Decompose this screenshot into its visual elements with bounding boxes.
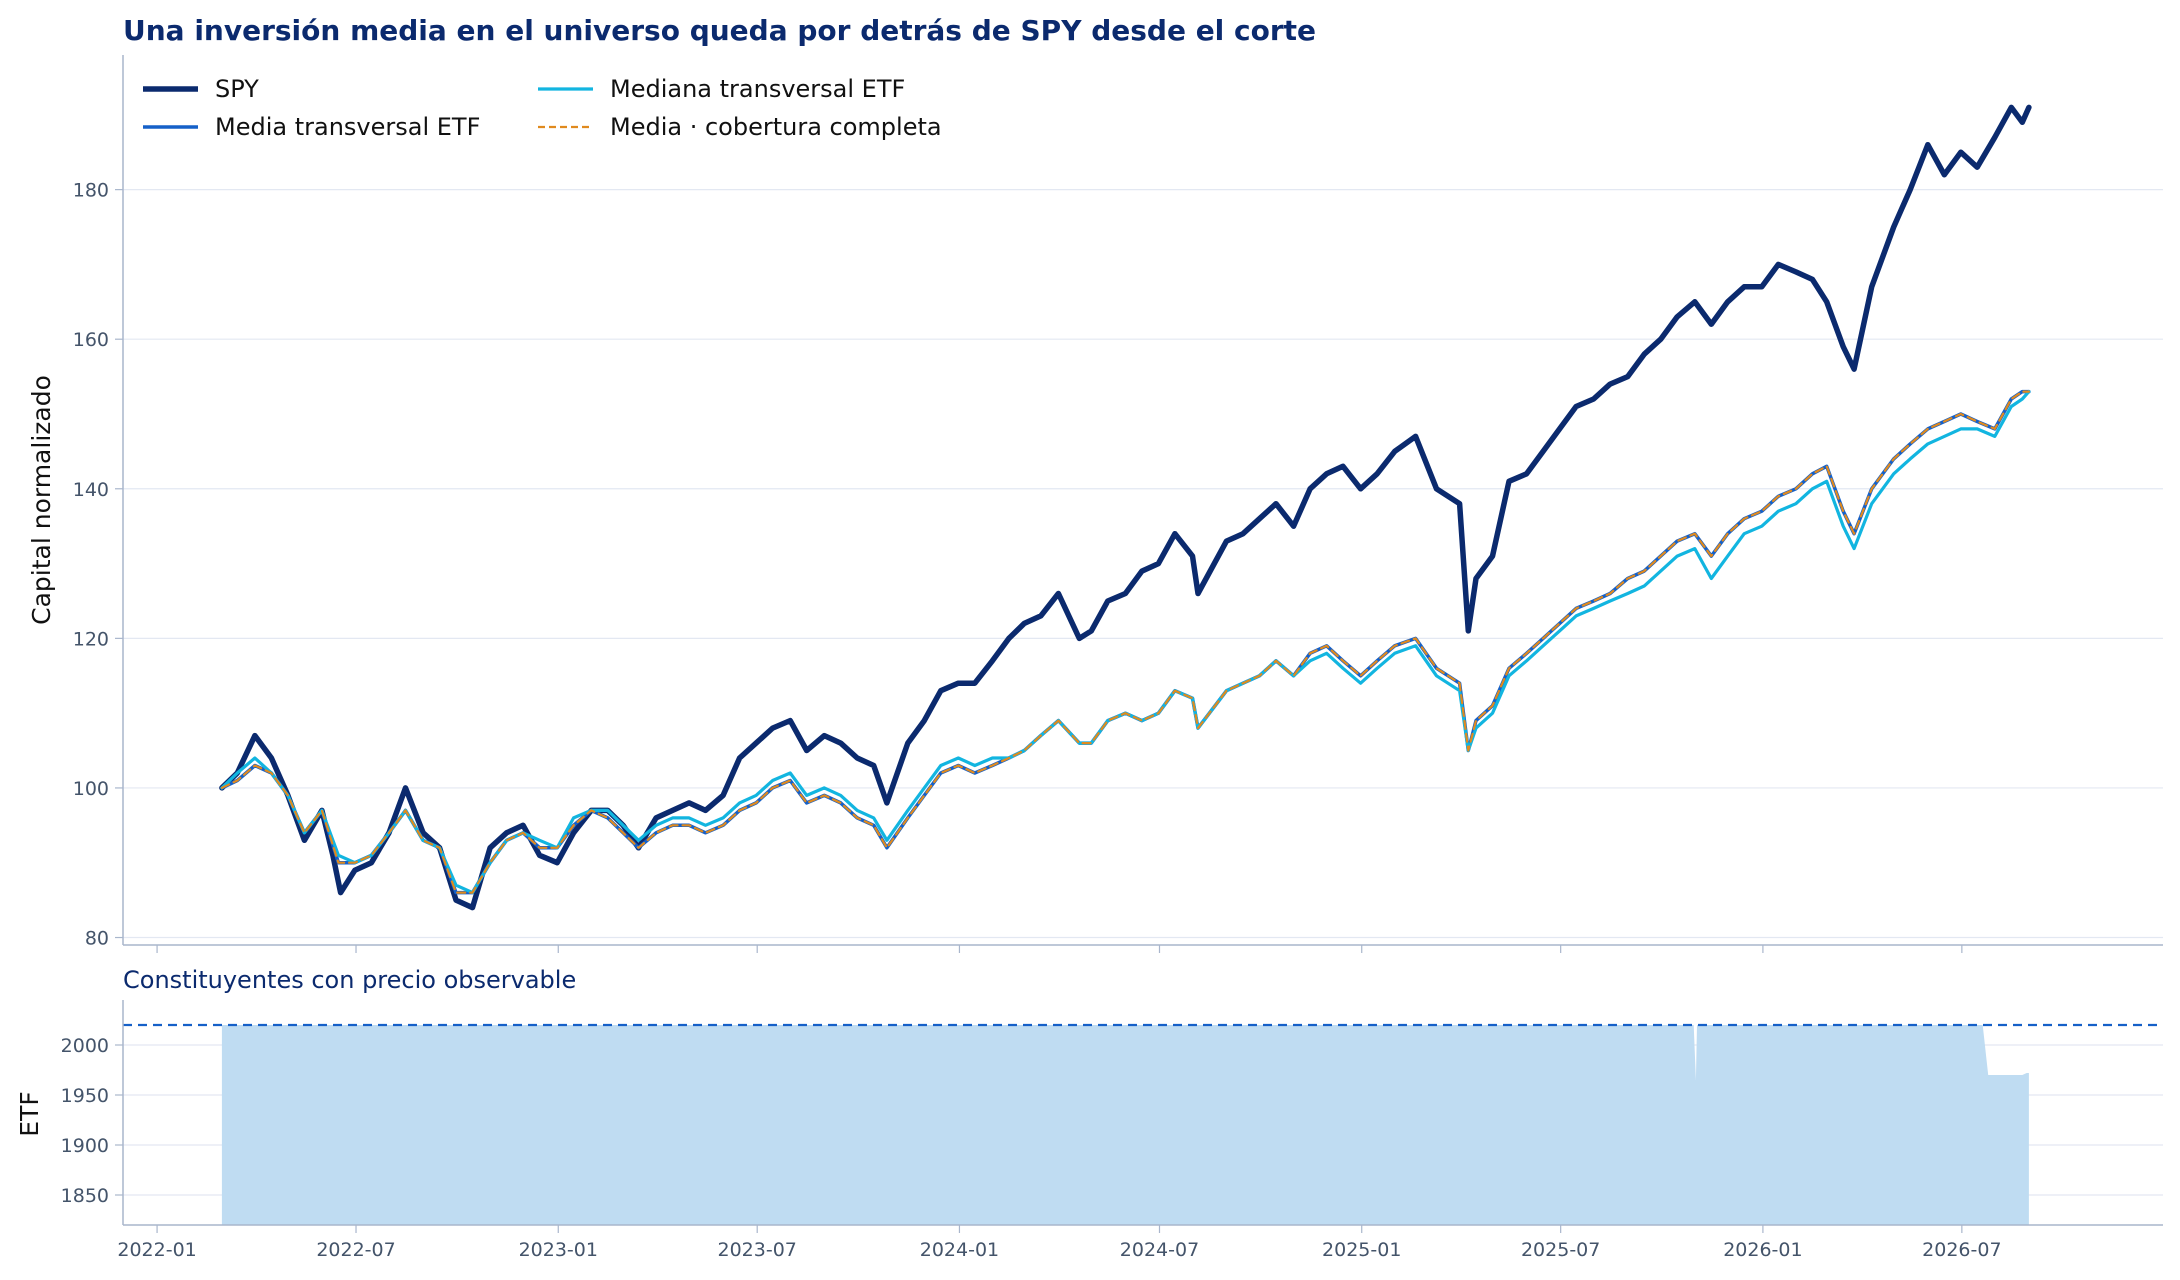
chart-title: Una inversión media en el universo queda…: [123, 14, 1316, 47]
legend-label: Mediana transversal ETF: [610, 75, 905, 103]
y-tick-label: 1850: [61, 1185, 109, 1207]
series-line: [220, 390, 2031, 894]
x-tick-label: 2025-07: [1521, 1239, 1600, 1261]
coverage-area: [123, 1023, 2163, 1225]
x-tick-label: 2026-07: [1922, 1239, 2001, 1261]
x-tick-label: 2023-01: [519, 1239, 598, 1261]
legend-label: Media · cobertura completa: [610, 113, 942, 141]
y-tick-label: 100: [73, 778, 109, 800]
top-grid: [123, 189, 2163, 939]
axes: 80 100 120 140 160 180 1850 1900 1950 2000 2022-01…: [61, 55, 2163, 1261]
x-tick-label: 2024-01: [920, 1239, 999, 1261]
y-tick-label: 180: [73, 180, 109, 202]
y-tick-label: 160: [73, 329, 109, 351]
y-tick-label: 120: [73, 628, 109, 650]
legend-label: SPY: [215, 75, 259, 103]
subplot-title: Constituyentes con precio observable: [123, 966, 576, 994]
y-tick-label: 1950: [61, 1085, 109, 1107]
y-tick-label: 2000: [61, 1035, 109, 1057]
x-tick-label: 2026-01: [1723, 1239, 1802, 1261]
x-tick-label: 2024-07: [1120, 1239, 1199, 1261]
y-axis-label: Capital normalizado: [27, 375, 56, 625]
series-line: [219, 104, 2032, 911]
series-line: [220, 390, 2031, 895]
series-line: [220, 389, 2031, 895]
y-tick-label: 1900: [61, 1135, 109, 1157]
x-tick-label: 2025-01: [1322, 1239, 1401, 1261]
legend-label: Media transversal ETF: [215, 113, 480, 141]
legend: SPY Media transversal ETF Mediana transver…: [143, 75, 942, 141]
subplot-y-axis-label: ETF: [15, 1091, 44, 1136]
series-lines: [219, 104, 2032, 911]
y-tick-label: 140: [73, 479, 109, 501]
coverage-area-fill: [221, 1025, 2029, 1225]
y-tick-label: 80: [85, 928, 109, 950]
x-tick-label: 2023-07: [718, 1239, 797, 1261]
x-tick-label: 2022-01: [117, 1239, 196, 1261]
x-tick-label: 2022-07: [316, 1239, 395, 1261]
